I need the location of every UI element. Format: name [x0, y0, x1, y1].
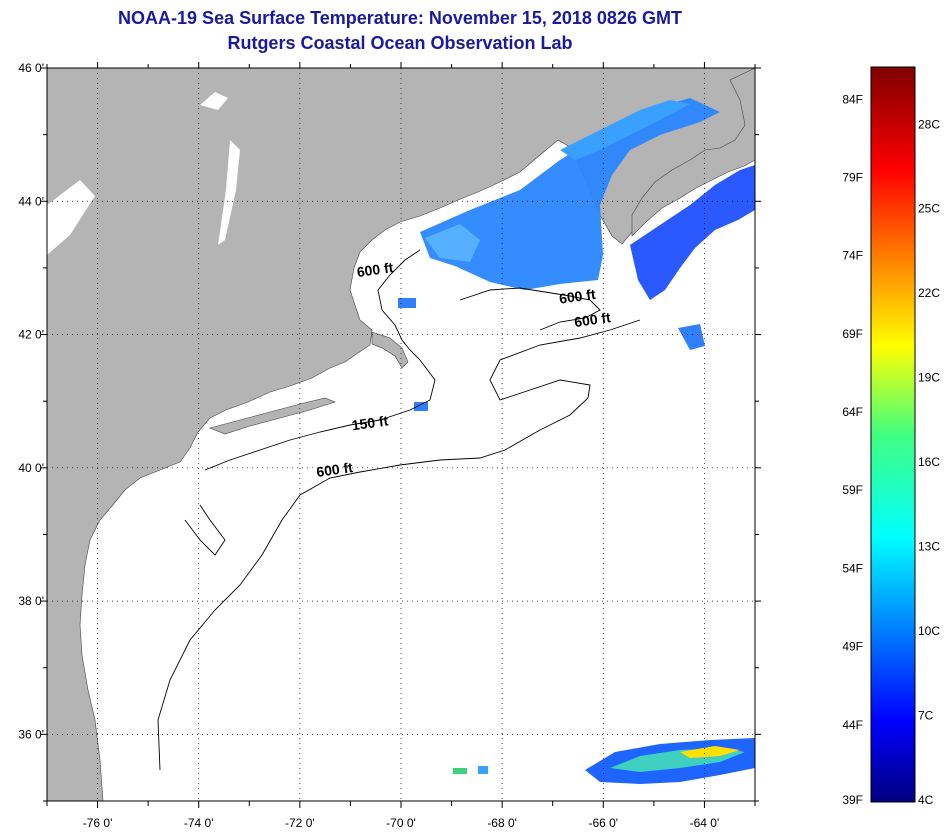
contour-inner-shelf [184, 504, 226, 556]
colorbar-f-label: 44F [842, 718, 863, 732]
colorbar-c-label: 10C [918, 624, 940, 638]
sst-gulf-of-maine-light [425, 224, 480, 262]
lon-label: -68 0' [487, 816, 517, 830]
map-subtitle: Rutgers Coastal Ocean Observation Lab [227, 33, 573, 53]
contour-label: 600 ft [573, 309, 612, 330]
lat-label: 40 0' [18, 461, 44, 475]
colorbar-f-label: 74F [842, 249, 863, 263]
colorbar-f-label: 69F [842, 327, 863, 341]
sst-gulf-of-maine [420, 98, 720, 290]
contour-600ft-shelf-break [157, 319, 641, 771]
bathymetry-contours [157, 249, 641, 771]
lake [218, 140, 240, 245]
colorbar-f-label: 64F [842, 405, 863, 419]
lon-label: -72 0' [285, 816, 315, 830]
colorbar-c-label: 13C [918, 540, 940, 554]
colorbar-c-label: 4C [918, 793, 934, 807]
lon-label: -66 0' [588, 816, 618, 830]
colorbar-f-label: 49F [842, 640, 863, 654]
sst-patch [453, 768, 467, 774]
sst-fundy-bright [560, 100, 690, 160]
contour-label: 600 ft [315, 459, 354, 480]
land-mainland [47, 68, 755, 801]
land-nova-scotia [631, 68, 755, 237]
lat-label: 38 0' [18, 594, 44, 608]
contour-label: 150 ft [351, 412, 390, 433]
colorbar-f-label: 59F [842, 483, 863, 497]
colorbar-f-label: 84F [842, 92, 863, 106]
sst-patch [414, 402, 428, 411]
lat-label: 36 0' [18, 727, 44, 741]
lake [47, 180, 95, 255]
lat-label: 46 0' [18, 61, 44, 75]
colorbar-c-label: 28C [918, 117, 940, 131]
sst-patch [678, 324, 705, 350]
lon-label: -76 0' [83, 816, 113, 830]
lat-label: 44 0' [18, 194, 44, 208]
colorbar-c-label: 22C [918, 286, 940, 300]
sst-gulf-stream-hot [680, 746, 740, 758]
colorbar-c-label: 19C [918, 371, 940, 385]
sst-patch [398, 298, 416, 308]
colorbar-c-label: 7C [918, 708, 934, 722]
lat-label: 42 0' [18, 328, 44, 342]
lake [200, 92, 228, 110]
colorbar [870, 66, 916, 803]
contour-600ft-gom [459, 287, 601, 331]
lon-label: -74 0' [184, 816, 214, 830]
colorbar-c-label: 25C [918, 202, 940, 216]
map-title: NOAA-19 Sea Surface Temperature: Novembe… [118, 8, 682, 28]
contour-150ft [204, 249, 436, 471]
lon-label: -70 0' [386, 816, 416, 830]
sst-patch [478, 766, 488, 774]
colorbar-f-label: 39F [842, 793, 863, 807]
lon-label: -64 0' [690, 816, 720, 830]
water-chesapeake [98, 520, 118, 700]
contour-label: 600 ft [558, 286, 597, 307]
contour-label: 600 ft [356, 259, 395, 280]
water-delaware-bay [148, 498, 165, 545]
sst-scotian-shelf [630, 165, 755, 300]
land-long-island [209, 397, 336, 435]
colorbar-f-label: 79F [842, 170, 863, 184]
land-cape-cod [371, 331, 409, 369]
colorbar-f-label: 54F [842, 561, 863, 575]
colorbar-c-label: 16C [918, 455, 940, 469]
